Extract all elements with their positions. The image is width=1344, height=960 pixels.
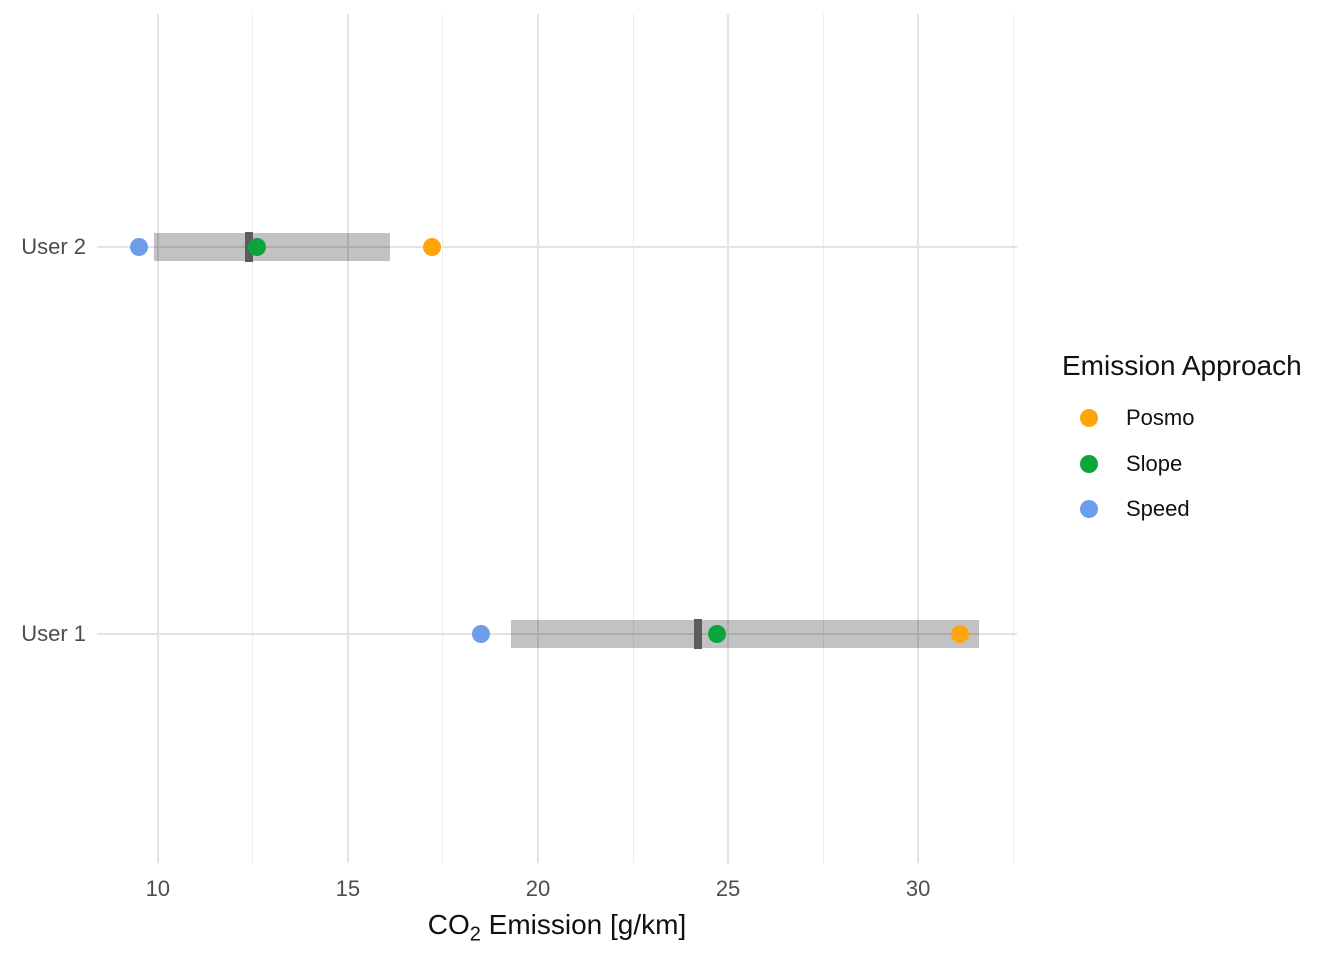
x-tick-label-15: 15: [335, 876, 361, 901]
minor-gridline: [1012, 14, 1014, 863]
legend-label-slope: Slope: [1126, 450, 1183, 476]
legend-item-speed: Speed: [1076, 495, 1190, 523]
point-posmo-user-1: [950, 625, 969, 643]
legend-label-speed: Speed: [1126, 496, 1190, 521]
x-axis-title-prefix: CO: [427, 909, 470, 940]
legend-dot-slope-icon: [1080, 454, 1098, 473]
y-axis-label-user-2: User 2: [21, 234, 86, 259]
minor-gridline: [822, 14, 824, 863]
major-gridline: [346, 14, 349, 863]
major-gridline: [727, 14, 730, 863]
point-slope-user-1: [707, 625, 726, 643]
range-bar-user-2: [154, 233, 390, 261]
legend-label-posmo: Posmo: [1126, 405, 1195, 430]
legend-item-slope: Slope: [1076, 450, 1182, 478]
x-tick-label-10: 10: [145, 876, 171, 901]
point-speed-user-1: [471, 625, 490, 643]
point-slope-user-2: [247, 238, 266, 256]
x-tick-label-25: 25: [715, 876, 741, 901]
legend-title: Emission Approach: [1062, 350, 1302, 381]
median-line-user-1: [693, 619, 702, 649]
point-speed-user-2: [129, 238, 148, 256]
point-posmo-user-2: [422, 238, 441, 256]
minor-gridline: [252, 14, 254, 863]
legend-item-posmo: Posmo: [1076, 404, 1194, 432]
row-gridline-user-1: [97, 633, 1017, 635]
x-axis-title-subscript: 2: [469, 923, 481, 946]
x-tick-label-30: 30: [905, 876, 931, 901]
legend-dot-speed-icon: [1080, 500, 1098, 518]
x-axis-title: CO2 Emission [g/km]: [97, 908, 1017, 945]
major-gridline: [917, 14, 920, 863]
legend: Emission Approach Posmo Slope Speed: [1062, 350, 1342, 521]
major-gridline: [156, 14, 159, 863]
plot-panel: [97, 14, 1017, 863]
range-bar-user-1: [511, 620, 979, 648]
x-tick-label-20: 20: [525, 876, 551, 901]
y-axis-label-user-1: User 1: [21, 621, 86, 646]
x-axis-title-suffix: Emission [g/km]: [480, 909, 687, 940]
minor-gridline: [442, 14, 444, 863]
minor-gridline: [632, 14, 634, 863]
major-gridline: [536, 14, 539, 863]
row-gridline-user-2: [97, 246, 1017, 248]
legend-dot-posmo-icon: [1080, 409, 1098, 427]
